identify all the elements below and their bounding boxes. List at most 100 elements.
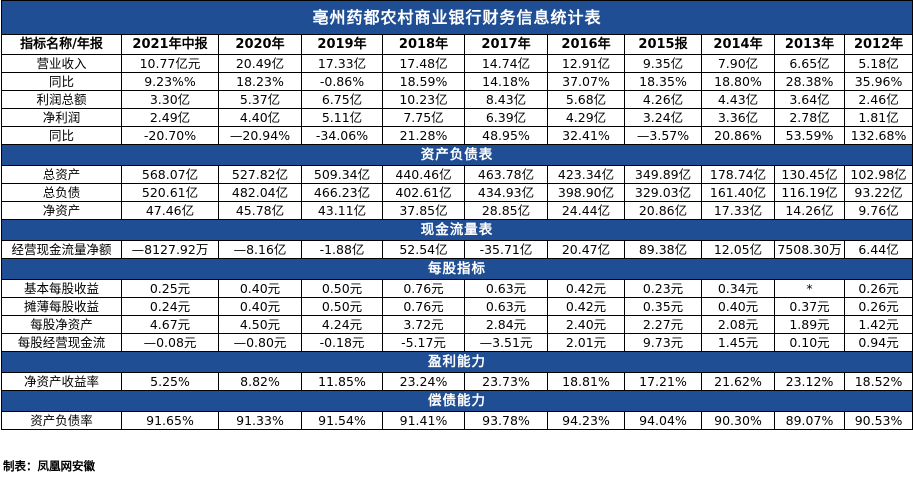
value-cell: -20.70% [121,126,219,145]
value-cell: 5.18亿 [843,54,913,73]
value-cell: 9.76亿 [843,201,913,220]
value-cell: 3.30亿 [121,90,219,109]
row-label: 总负债 [1,183,122,202]
value-cell: 423.34亿 [547,165,625,184]
row-label: 每股经营现金流 [1,333,122,352]
value-cell: 7.75亿 [382,108,465,127]
value-cell: -5.17元 [382,333,465,352]
value-cell: 93.22亿 [843,183,913,202]
value-cell: 43.11亿 [301,201,383,220]
value-cell: 94.04% [624,411,702,430]
value-cell: 0.40元 [218,297,302,316]
header-cell-year: 2017年 [464,34,548,55]
section-header-row: 偿债能力 [0,390,913,412]
row-label: 利润总额 [1,90,122,109]
value-cell: 20.86% [701,126,775,145]
value-cell: 0.40元 [218,279,302,298]
value-cell: 52.54亿 [382,240,465,259]
value-cell: 0.26元 [843,297,913,316]
value-cell: 37.07% [547,72,625,91]
value-cell: 4.40亿 [218,108,302,127]
value-cell: 28.38% [774,72,845,91]
value-cell: 10.23亿 [382,90,465,109]
table-row: 净资产 47.46亿 45.78亿 43.11亿 37.85亿 28.85亿 24.44亿 2… [1,201,913,220]
value-cell: 0.37元 [774,297,845,316]
value-cell: 2.01元 [547,333,625,352]
value-cell: 23.73% [464,372,548,391]
value-cell: 520.61亿 [121,183,219,202]
value-cell: 37.85亿 [382,201,465,220]
value-cell: 90.30% [701,411,775,430]
value-cell: —8.16亿 [218,240,302,259]
section-title: 偿债能力 [0,390,913,412]
value-cell: 402.61亿 [382,183,465,202]
value-cell: 3.36亿 [701,108,775,127]
value-cell: -0.86% [301,72,383,91]
value-cell: 2.40元 [547,315,625,334]
value-cell: 6.65亿 [774,54,845,73]
value-cell: 0.24元 [121,297,219,316]
value-cell: 94.23% [547,411,625,430]
value-cell: 8.43亿 [464,90,548,109]
row-label: 同比 [1,72,122,91]
value-cell: 0.35元 [624,297,702,316]
row-label: 总资产 [1,165,122,184]
value-cell: 130.45亿 [774,165,845,184]
row-label: 基本每股收益 [1,279,122,298]
value-cell: 20.86亿 [624,201,702,220]
value-cell: 0.42元 [547,297,625,316]
value-cell: 2.49亿 [121,108,219,127]
value-cell: 18.35% [624,72,702,91]
value-cell: 0.23元 [624,279,702,298]
value-cell: 93.78% [464,411,548,430]
section-title: 资产负债表 [0,144,913,166]
value-cell: -1.88亿 [301,240,383,259]
row-label: 同比 [1,126,122,145]
value-cell: 12.05亿 [701,240,775,259]
value-cell: 132.68% [843,126,913,145]
value-cell: 0.26元 [843,279,913,298]
value-cell: 568.07亿 [121,165,219,184]
table-row: 每股净资产 4.67元 4.50元 4.24元 3.72元 2.84元 2.40元 2.27元… [1,315,913,334]
value-cell: 48.95% [464,126,548,145]
table-title: 亳州药都农村商业银行财务信息统计表 [0,0,913,35]
value-cell: 21.28% [382,126,465,145]
value-cell: 8.82% [218,372,302,391]
row-label: 营业收入 [1,54,122,73]
value-cell: 9.35亿 [624,54,702,73]
table-row: 总资产 568.07亿 527.82亿 509.34亿 440.46亿 463.78亿 42… [1,165,913,184]
value-cell: 12.91亿 [547,54,625,73]
table-row: 同比 9.23%% 18.23% -0.86% 18.59% 14.18% 37.07% 18… [1,72,913,91]
value-cell: 0.25元 [121,279,219,298]
value-cell: 1.89元 [774,315,845,334]
header-cell-year: 2020年 [218,34,302,55]
value-cell: 14.74亿 [464,54,548,73]
header-cell-year: 2018年 [382,34,465,55]
table-row: 总负债 520.61亿 482.04亿 466.23亿 402.61亿 434.93亿 39… [1,183,913,202]
value-cell: 2.46亿 [843,90,913,109]
value-cell: 7.90亿 [701,54,775,73]
title-row: 亳州药都农村商业银行财务信息统计表 [0,0,913,35]
value-cell: 116.19亿 [774,183,845,202]
value-cell: 18.59% [382,72,465,91]
value-cell: 32.41% [547,126,625,145]
header-cell-year: 2016年 [547,34,625,55]
value-cell: 102.98亿 [843,165,913,184]
table-row: 资产负债率 91.65% 91.33% 91.54% 91.41% 93.78% 94.23… [1,411,913,430]
value-cell: 1.45元 [701,333,775,352]
value-cell: 0.63元 [464,279,548,298]
value-cell: 18.23% [218,72,302,91]
value-cell: 17.48亿 [382,54,465,73]
value-cell: 3.64亿 [774,90,845,109]
value-cell: 21.62% [701,372,775,391]
value-cell: 2.27元 [624,315,702,334]
value-cell: 1.81亿 [843,108,913,127]
value-cell: 18.80% [701,72,775,91]
header-cell-year: 2019年 [301,34,383,55]
value-cell: 24.44亿 [547,201,625,220]
row-label: 净利润 [1,108,122,127]
value-cell: 329.03亿 [624,183,702,202]
value-cell: 20.47亿 [547,240,625,259]
value-cell: 0.40元 [701,297,775,316]
value-cell: 47.46亿 [121,201,219,220]
